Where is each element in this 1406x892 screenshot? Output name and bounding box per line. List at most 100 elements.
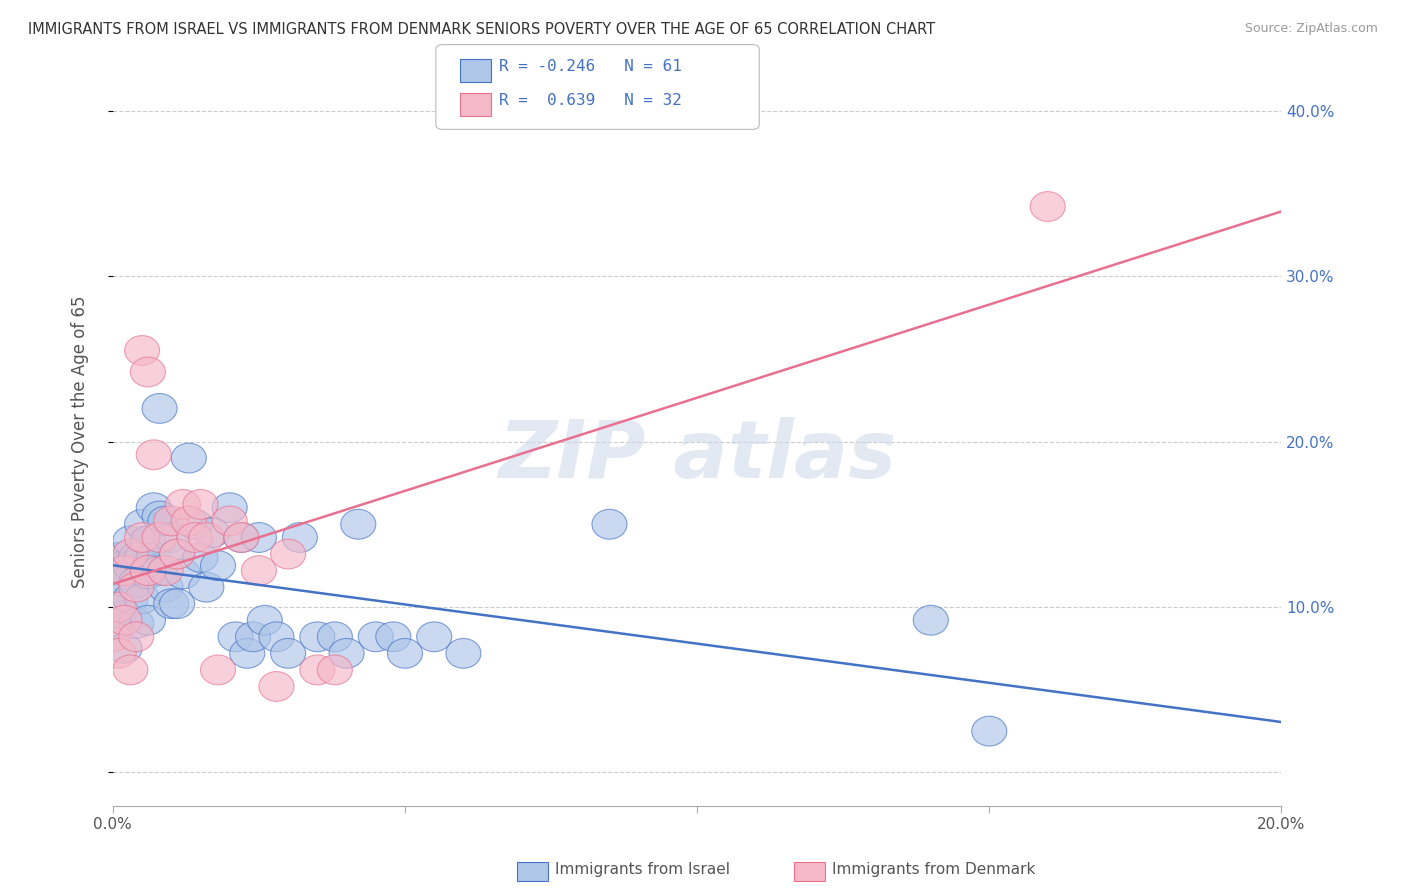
Ellipse shape bbox=[236, 622, 270, 652]
Ellipse shape bbox=[142, 523, 177, 552]
Ellipse shape bbox=[340, 509, 375, 539]
Ellipse shape bbox=[259, 622, 294, 652]
Ellipse shape bbox=[201, 655, 236, 685]
Ellipse shape bbox=[148, 556, 183, 585]
Ellipse shape bbox=[153, 589, 188, 618]
Ellipse shape bbox=[160, 539, 194, 569]
Ellipse shape bbox=[125, 509, 160, 539]
Ellipse shape bbox=[118, 542, 153, 573]
Ellipse shape bbox=[142, 393, 177, 424]
Ellipse shape bbox=[101, 608, 136, 639]
Ellipse shape bbox=[112, 584, 148, 614]
Ellipse shape bbox=[160, 539, 194, 569]
Ellipse shape bbox=[148, 573, 183, 602]
Ellipse shape bbox=[972, 716, 1007, 746]
Ellipse shape bbox=[96, 550, 131, 581]
Ellipse shape bbox=[259, 672, 294, 701]
Text: ZIP atlas: ZIP atlas bbox=[498, 417, 896, 495]
Ellipse shape bbox=[101, 542, 136, 573]
Ellipse shape bbox=[125, 335, 160, 366]
Ellipse shape bbox=[107, 567, 142, 597]
Ellipse shape bbox=[188, 523, 224, 552]
Ellipse shape bbox=[142, 556, 177, 585]
Text: Source: ZipAtlas.com: Source: ZipAtlas.com bbox=[1244, 22, 1378, 36]
Ellipse shape bbox=[107, 633, 142, 664]
Ellipse shape bbox=[112, 655, 148, 685]
Ellipse shape bbox=[125, 523, 160, 552]
Ellipse shape bbox=[112, 539, 148, 569]
Ellipse shape bbox=[142, 501, 177, 531]
Ellipse shape bbox=[166, 490, 201, 519]
Ellipse shape bbox=[914, 606, 949, 635]
Y-axis label: Seniors Poverty Over the Age of 65: Seniors Poverty Over the Age of 65 bbox=[72, 295, 89, 588]
Ellipse shape bbox=[131, 526, 166, 556]
Ellipse shape bbox=[148, 506, 183, 536]
Ellipse shape bbox=[1031, 192, 1066, 221]
Ellipse shape bbox=[125, 542, 160, 573]
Ellipse shape bbox=[299, 655, 335, 685]
Ellipse shape bbox=[107, 556, 142, 585]
Ellipse shape bbox=[131, 559, 166, 589]
Ellipse shape bbox=[101, 592, 136, 622]
Ellipse shape bbox=[359, 622, 394, 652]
Ellipse shape bbox=[107, 550, 142, 581]
Ellipse shape bbox=[131, 357, 166, 387]
Ellipse shape bbox=[318, 655, 353, 685]
Ellipse shape bbox=[131, 606, 166, 635]
Ellipse shape bbox=[118, 622, 153, 652]
Ellipse shape bbox=[299, 622, 335, 652]
Ellipse shape bbox=[224, 523, 259, 552]
Ellipse shape bbox=[247, 606, 283, 635]
Ellipse shape bbox=[446, 639, 481, 668]
Ellipse shape bbox=[96, 622, 131, 652]
Ellipse shape bbox=[194, 517, 229, 548]
Ellipse shape bbox=[242, 556, 277, 585]
Text: R =  0.639   N = 32: R = 0.639 N = 32 bbox=[499, 93, 682, 108]
Ellipse shape bbox=[136, 440, 172, 470]
Ellipse shape bbox=[183, 542, 218, 573]
Ellipse shape bbox=[160, 589, 194, 618]
Ellipse shape bbox=[177, 523, 212, 552]
Ellipse shape bbox=[388, 639, 423, 668]
Ellipse shape bbox=[136, 542, 172, 573]
Ellipse shape bbox=[136, 492, 172, 523]
Ellipse shape bbox=[101, 592, 136, 622]
Ellipse shape bbox=[224, 523, 259, 552]
Ellipse shape bbox=[172, 506, 207, 536]
Text: R = -0.246   N = 61: R = -0.246 N = 61 bbox=[499, 59, 682, 74]
Ellipse shape bbox=[112, 550, 148, 581]
Ellipse shape bbox=[166, 559, 201, 589]
Ellipse shape bbox=[218, 622, 253, 652]
Ellipse shape bbox=[212, 492, 247, 523]
Ellipse shape bbox=[101, 639, 136, 668]
Ellipse shape bbox=[96, 575, 131, 606]
Ellipse shape bbox=[592, 509, 627, 539]
Ellipse shape bbox=[131, 556, 166, 585]
Ellipse shape bbox=[416, 622, 451, 652]
Ellipse shape bbox=[118, 608, 153, 639]
Ellipse shape bbox=[375, 622, 411, 652]
Ellipse shape bbox=[153, 523, 188, 552]
Ellipse shape bbox=[177, 509, 212, 539]
Ellipse shape bbox=[153, 506, 188, 536]
Ellipse shape bbox=[229, 639, 264, 668]
Text: Immigrants from Denmark: Immigrants from Denmark bbox=[832, 862, 1036, 877]
Ellipse shape bbox=[118, 567, 153, 597]
Ellipse shape bbox=[183, 490, 218, 519]
Ellipse shape bbox=[270, 539, 305, 569]
Ellipse shape bbox=[283, 523, 318, 552]
Ellipse shape bbox=[118, 573, 153, 602]
Ellipse shape bbox=[201, 550, 236, 581]
Ellipse shape bbox=[107, 600, 142, 630]
Ellipse shape bbox=[270, 639, 305, 668]
Text: IMMIGRANTS FROM ISRAEL VS IMMIGRANTS FROM DENMARK SENIORS POVERTY OVER THE AGE O: IMMIGRANTS FROM ISRAEL VS IMMIGRANTS FRO… bbox=[28, 22, 935, 37]
Ellipse shape bbox=[212, 506, 247, 536]
Ellipse shape bbox=[107, 606, 142, 635]
Ellipse shape bbox=[112, 526, 148, 556]
Ellipse shape bbox=[318, 622, 353, 652]
Ellipse shape bbox=[242, 523, 277, 552]
Ellipse shape bbox=[125, 584, 160, 614]
Ellipse shape bbox=[188, 573, 224, 602]
Ellipse shape bbox=[172, 443, 207, 473]
Ellipse shape bbox=[329, 639, 364, 668]
